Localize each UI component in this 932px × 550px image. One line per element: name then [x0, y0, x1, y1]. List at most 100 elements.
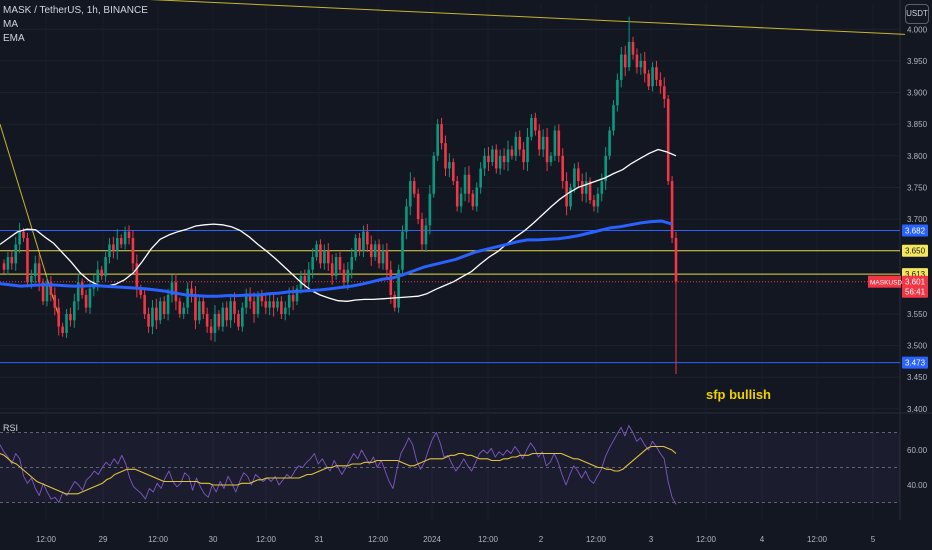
candle-body	[592, 200, 596, 207]
candle-body	[498, 155, 502, 169]
candle-body	[139, 288, 143, 295]
candle-body	[61, 326, 64, 333]
candle-body	[108, 244, 111, 258]
candle-body	[104, 257, 107, 276]
candle-body	[244, 294, 248, 308]
candle-body	[647, 73, 650, 87]
price-level-tag	[902, 244, 928, 257]
candle-body	[119, 238, 123, 245]
candle-body	[225, 307, 228, 321]
candle-body	[627, 41, 631, 68]
time-tick-label: 12:00	[807, 535, 828, 544]
current-price-tag	[902, 275, 928, 298]
candle-body	[506, 149, 510, 163]
candle-body	[600, 181, 604, 194]
candle-body	[381, 250, 385, 264]
candle-body	[459, 193, 463, 207]
candle-body	[350, 257, 354, 270]
candle-body	[221, 307, 225, 327]
candle-body	[6, 257, 10, 270]
candle-body	[561, 155, 564, 182]
candle-body	[311, 257, 314, 270]
moving-averages	[0, 148, 677, 302]
candle-body	[190, 288, 193, 295]
candle-body	[670, 181, 674, 239]
candle-body	[393, 294, 396, 308]
currency-button[interactable]: USDT	[905, 4, 929, 24]
candle-body	[260, 294, 264, 302]
price-tick-label: 3.450	[907, 373, 928, 382]
candle-body	[471, 193, 475, 207]
rsi-indicator-label[interactable]: RSI	[3, 423, 19, 433]
candle-body	[307, 269, 311, 283]
candle-body	[123, 231, 127, 245]
candle-body	[127, 231, 131, 239]
candle-body	[96, 269, 100, 283]
candle-body	[334, 257, 338, 276]
candle-body	[162, 301, 166, 314]
candle-body	[416, 193, 420, 220]
candle-body	[537, 130, 541, 150]
time-tick-label: 12:00	[696, 535, 717, 544]
rsi-line	[0, 425, 677, 505]
candle-body	[151, 307, 154, 327]
time-tick-label: 31	[315, 535, 324, 544]
symbol-title[interactable]: MASK / TetherUS, 1h, BINANCE	[3, 5, 148, 16]
price-tick-label: 3.750	[907, 183, 928, 192]
candle-body	[620, 54, 623, 80]
price-level-tag	[902, 356, 928, 369]
candle-body	[198, 301, 201, 321]
candle-body	[229, 301, 232, 321]
candle-body	[158, 301, 162, 321]
candle-body	[616, 79, 619, 106]
candle-body	[510, 149, 514, 156]
ma-line	[0, 148, 677, 302]
candle-body	[635, 54, 639, 68]
candle-body	[22, 231, 25, 239]
symbol-tag-text: MASKUSDT	[870, 280, 906, 287]
ema-indicator-label[interactable]: EMA	[3, 33, 25, 44]
candle-body	[284, 307, 287, 314]
candle-body	[604, 155, 607, 182]
candle-body	[319, 244, 322, 264]
candle-body	[213, 313, 217, 333]
candle-body	[643, 60, 647, 74]
candle-body	[577, 168, 580, 182]
candle-body	[30, 276, 33, 283]
symbol-tag	[868, 275, 901, 288]
candle-body	[623, 54, 627, 68]
candle-body	[588, 181, 592, 201]
candle-body	[342, 269, 346, 283]
candle-body	[155, 307, 158, 321]
rsi-ma-line	[0, 445, 677, 495]
candle-body	[366, 231, 369, 245]
candle-body	[452, 162, 455, 182]
candle-body	[69, 313, 72, 321]
candle-body	[373, 244, 377, 258]
candle-body	[557, 130, 561, 156]
candle-body	[369, 244, 373, 258]
candle-body	[205, 313, 209, 327]
candle-body	[483, 155, 486, 169]
candle-body	[631, 41, 635, 55]
candle-body	[248, 294, 252, 302]
price-level-tag	[902, 224, 928, 237]
candle-body	[584, 181, 588, 194]
candle-body	[252, 301, 256, 314]
ma-indicator-label[interactable]: MA	[3, 19, 18, 30]
candle-body	[385, 250, 389, 270]
candle-body	[651, 67, 654, 87]
candle-body	[166, 294, 170, 314]
candle-body	[522, 149, 525, 163]
time-tick-label: 12:00	[586, 535, 607, 544]
candle-body	[659, 79, 662, 87]
price-tick-label: 3.550	[907, 310, 928, 319]
resistance-trendline	[149, 0, 906, 35]
candle-body	[112, 244, 115, 251]
candle-body	[475, 187, 479, 207]
candle-body	[241, 307, 244, 327]
price-axis: 4.000 3.950 3.900 3.850 3.800 3.750 3.700 3.550…	[907, 25, 928, 414]
candle-body	[655, 67, 658, 80]
candle-body	[26, 238, 29, 283]
